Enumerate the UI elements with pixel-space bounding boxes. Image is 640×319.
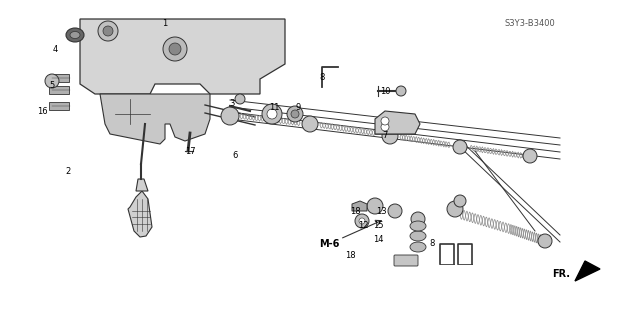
Circle shape (169, 43, 181, 55)
Circle shape (287, 106, 303, 122)
Circle shape (235, 94, 245, 104)
Text: 10: 10 (380, 86, 390, 95)
Text: S3Y3-B3400: S3Y3-B3400 (504, 19, 556, 28)
Polygon shape (100, 94, 210, 144)
Text: 11: 11 (269, 103, 279, 113)
Ellipse shape (45, 74, 59, 88)
Circle shape (302, 116, 318, 132)
Text: 15: 15 (372, 221, 383, 231)
Text: 16: 16 (36, 107, 47, 115)
Polygon shape (128, 191, 152, 237)
Polygon shape (136, 179, 148, 191)
Text: 4: 4 (52, 44, 58, 54)
Circle shape (454, 195, 466, 207)
Text: 18: 18 (345, 251, 355, 261)
Ellipse shape (410, 242, 426, 252)
FancyBboxPatch shape (394, 255, 418, 266)
Ellipse shape (66, 28, 84, 42)
Circle shape (221, 107, 239, 125)
Text: 8: 8 (319, 72, 324, 81)
Text: 7: 7 (382, 131, 388, 140)
Text: M-6: M-6 (319, 239, 340, 249)
Circle shape (381, 117, 389, 125)
Circle shape (396, 86, 406, 96)
Circle shape (411, 212, 425, 226)
Text: 8: 8 (429, 240, 435, 249)
Bar (49, 86, 69, 94)
Circle shape (163, 37, 187, 61)
Text: 5: 5 (49, 80, 54, 90)
Text: 18: 18 (349, 206, 360, 216)
Circle shape (98, 21, 118, 41)
Text: 12: 12 (358, 221, 368, 231)
Polygon shape (575, 261, 600, 281)
Ellipse shape (410, 221, 426, 231)
Text: 13: 13 (376, 207, 387, 217)
Polygon shape (375, 111, 420, 134)
Circle shape (523, 149, 537, 163)
Bar (49, 102, 69, 110)
Ellipse shape (70, 32, 80, 39)
Text: 17: 17 (185, 147, 195, 157)
Ellipse shape (410, 231, 426, 241)
Circle shape (367, 198, 383, 214)
Polygon shape (352, 201, 367, 211)
Text: 9: 9 (296, 103, 301, 113)
Text: FR.: FR. (552, 269, 570, 279)
Text: 6: 6 (232, 152, 237, 160)
Circle shape (388, 204, 402, 218)
Circle shape (355, 214, 369, 228)
Circle shape (262, 104, 282, 124)
Text: 14: 14 (372, 235, 383, 244)
Circle shape (267, 109, 277, 119)
Polygon shape (80, 19, 285, 94)
Circle shape (447, 201, 463, 217)
Circle shape (103, 26, 113, 36)
Circle shape (453, 140, 467, 154)
Circle shape (382, 128, 398, 144)
Circle shape (359, 218, 365, 224)
Text: 1: 1 (163, 19, 168, 28)
Circle shape (291, 110, 299, 118)
Circle shape (538, 234, 552, 248)
Text: 2: 2 (65, 167, 70, 175)
Text: 3: 3 (229, 99, 235, 108)
Circle shape (381, 123, 389, 131)
Bar (49, 74, 69, 82)
